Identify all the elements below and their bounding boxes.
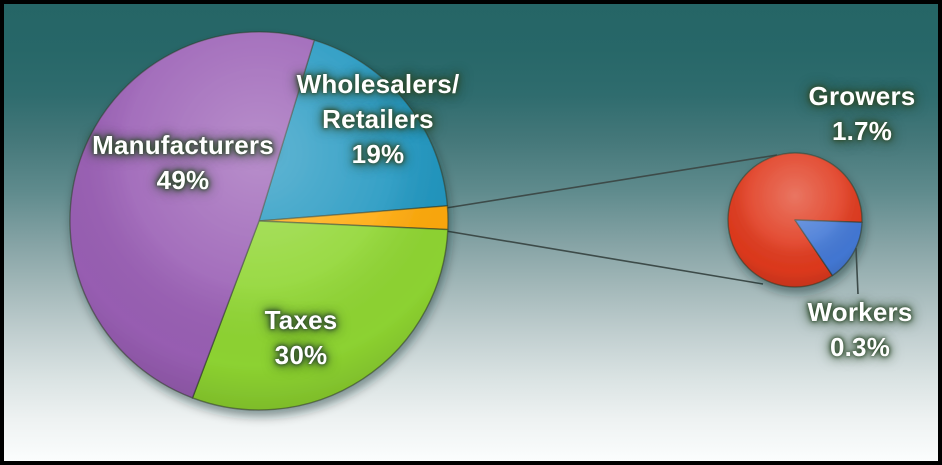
workers-leader-line bbox=[855, 247, 859, 295]
label-line: Growers bbox=[808, 81, 916, 111]
main-pie bbox=[69, 31, 449, 411]
label-line: Workers bbox=[807, 297, 913, 327]
label-line: Manufacturers bbox=[92, 130, 274, 160]
connector-line-bottom bbox=[445, 230, 764, 285]
label-line: Wholesalers/ bbox=[296, 69, 460, 99]
connector-line-top bbox=[445, 154, 778, 209]
secondary-pie-gloss bbox=[728, 153, 862, 287]
label-value: 30% bbox=[274, 340, 328, 370]
label-wholesalers-retailers: Wholesalers/ Retailers 19% bbox=[297, 67, 460, 172]
label-taxes: Taxes 30% bbox=[265, 303, 338, 373]
label-growers: Growers 1.7% bbox=[809, 79, 916, 149]
label-value: 1.7% bbox=[831, 116, 893, 146]
label-line: Retailers bbox=[322, 104, 434, 134]
label-manufacturers: Manufacturers 49% bbox=[92, 128, 274, 198]
label-value: 0.3% bbox=[829, 332, 891, 362]
label-line: Taxes bbox=[264, 305, 338, 335]
secondary-pie bbox=[727, 152, 863, 288]
label-value: 19% bbox=[351, 139, 405, 169]
label-workers: Workers 0.3% bbox=[808, 295, 913, 365]
main-pie-gloss bbox=[70, 32, 448, 410]
label-value: 49% bbox=[156, 165, 210, 195]
